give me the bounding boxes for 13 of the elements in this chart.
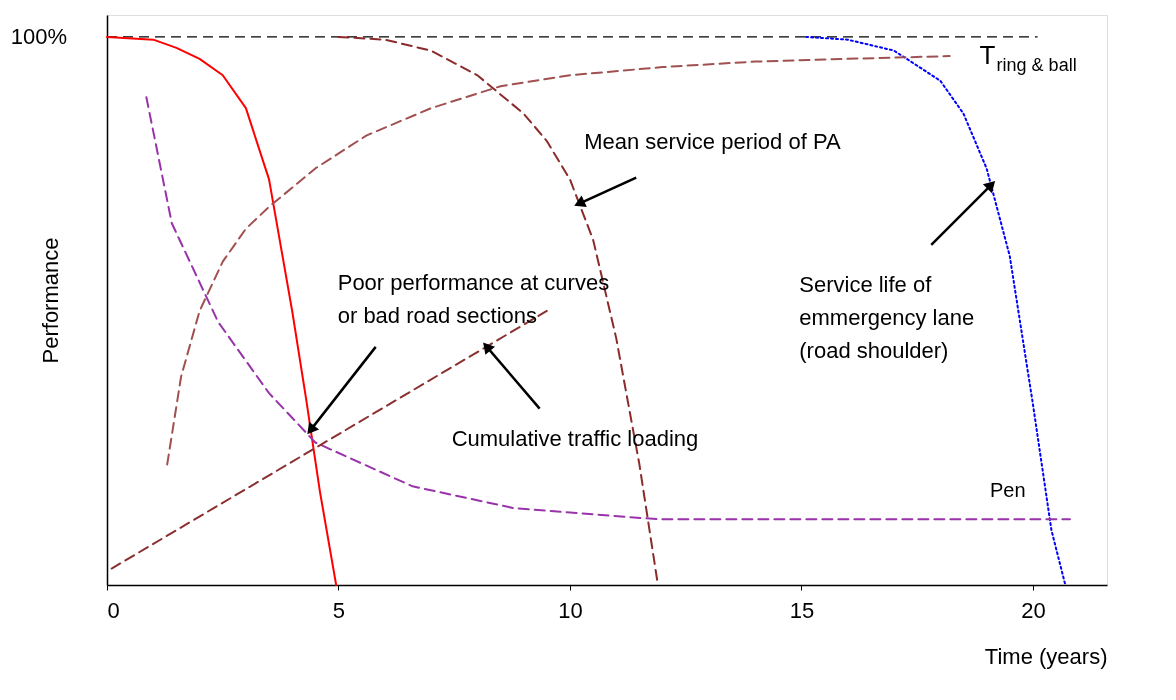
annotation: Cumulative traffic loading (451, 425, 699, 451)
ref-line-label: 100% (10, 23, 67, 49)
x-tick-label: 5 (332, 597, 346, 623)
annotation: Poor performance at curves or bad road sections (337, 269, 610, 328)
x-tick-label: 20 (1021, 597, 1046, 623)
annotation: Mean service period of PA (584, 128, 841, 154)
annotation: Service life of emmergency lane (road shoulder) (799, 271, 975, 363)
x-axis-title: Time (years) (984, 643, 1108, 669)
x-tick-label: 15 (789, 597, 815, 623)
x-tick-label: 0 (107, 597, 120, 623)
series-label: Pen (989, 479, 1026, 502)
y-axis-title: Performance (37, 237, 63, 364)
x-tick-label: 10 (558, 597, 583, 623)
